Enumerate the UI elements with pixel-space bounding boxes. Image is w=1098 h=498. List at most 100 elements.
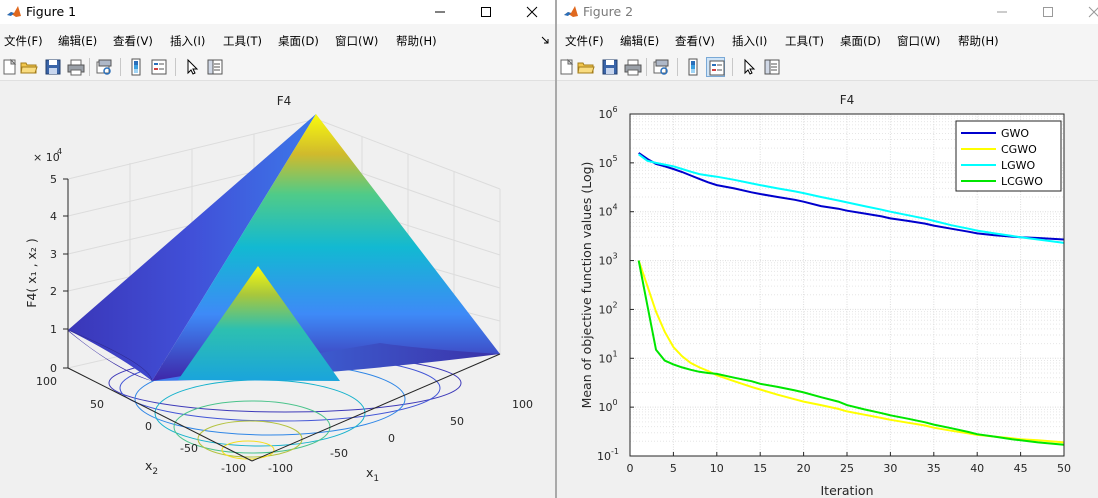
x-tick-label: -100 [268, 462, 293, 475]
menu-desktop[interactable]: 桌面(D) [840, 34, 881, 48]
convergence-plot: 0 5 10 15 20 25 30 35 40 45 50 10-1 100 101 102 103 104 1… [557, 81, 1098, 498]
axes-box [67, 179, 501, 462]
colorbar-button[interactable] [126, 57, 145, 77]
menu-tools[interactable]: 工具(T) [785, 34, 824, 48]
print-preview-icon [653, 59, 669, 75]
matlab-logo-icon [6, 4, 22, 20]
property-editor-button[interactable] [205, 57, 224, 77]
close-button[interactable] [509, 0, 555, 24]
x-tick-label: 0 [388, 432, 395, 445]
menu-insert[interactable]: 插入(I) [732, 34, 768, 48]
maximize-icon [1043, 7, 1053, 17]
print-preview-button[interactable] [651, 57, 670, 77]
legend-label: LCGWO [1001, 175, 1043, 188]
series-line-gwo [638, 152, 1065, 241]
dock-arrow-icon[interactable] [541, 36, 549, 44]
minimize-button[interactable] [417, 0, 463, 24]
colorbar-button[interactable] [683, 57, 702, 77]
y-tick-label: -50 [180, 442, 198, 455]
menu-window[interactable]: 窗口(W) [335, 34, 379, 48]
toolbar-separator [89, 58, 90, 76]
minimize-button[interactable] [979, 0, 1025, 24]
menu-window[interactable]: 窗口(W) [897, 34, 941, 48]
toolbar [0, 54, 555, 81]
property-editor-icon [764, 59, 780, 75]
menu-edit[interactable]: 编辑(E) [58, 34, 98, 48]
menu-edit[interactable]: 编辑(E) [620, 34, 660, 48]
close-button[interactable] [1071, 0, 1098, 24]
print-preview-icon [96, 59, 112, 75]
menu-view[interactable]: 查看(V) [113, 34, 153, 48]
toolbar-separator [175, 58, 176, 76]
open-file-icon [20, 62, 38, 74]
figure-1-window: Figure 1 文件(F) 编辑(E) 查看(V) 插入(I) 工具(T) 桌… [0, 0, 555, 498]
property-editor-button[interactable] [762, 57, 781, 77]
y-tick-label: -100 [221, 462, 246, 475]
matlab-logo-icon [563, 4, 579, 20]
y-tick-label: 0 [145, 420, 152, 433]
x-tick-label: 30 [883, 462, 897, 475]
series-line-lcgwo [637, 260, 1065, 446]
menu-help[interactable]: 帮助(H) [396, 34, 437, 48]
legend-button[interactable] [706, 57, 725, 77]
menu-help[interactable]: 帮助(H) [958, 34, 999, 48]
close-icon [1088, 6, 1098, 18]
menu-file[interactable]: 文件(F) [565, 34, 604, 48]
x-tick-label: 40 [970, 462, 984, 475]
y-tick-label: 104 [598, 203, 617, 219]
maximize-icon [481, 7, 491, 17]
z-exponent-label: × 10 [33, 151, 60, 164]
y-tick-label: 102 [598, 300, 617, 316]
z-tick-label: 1 [50, 323, 57, 336]
colorbar-icon [688, 58, 698, 76]
x-tick-label: 100 [512, 398, 533, 411]
select-arrow-button[interactable] [182, 57, 201, 77]
menubar: 文件(F) 编辑(E) 查看(V) 插入(I) 工具(T) 桌面(D) 窗口(W… [557, 24, 1098, 54]
open-file-button[interactable] [576, 57, 595, 77]
menu-view[interactable]: 查看(V) [675, 34, 715, 48]
legend-label: LGWO [1001, 159, 1036, 172]
print-preview-button[interactable] [94, 57, 113, 77]
y-tick-label: 10-1 [597, 447, 619, 463]
save-icon [45, 59, 61, 75]
print-icon [67, 59, 85, 76]
z-tick-marks [63, 178, 68, 369]
new-figure-button[interactable] [0, 57, 19, 77]
y-tick-label: 50 [90, 398, 104, 411]
z-axis-label: F4( x₁ , x₂ ) [24, 238, 39, 308]
maximize-button[interactable] [1025, 0, 1071, 24]
y-tick-label: 105 [598, 154, 617, 170]
x-tick-label: 45 [1014, 462, 1028, 475]
toolbar-separator [732, 58, 733, 76]
maximize-button[interactable] [463, 0, 509, 24]
z-tick-label: 4 [50, 210, 57, 223]
print-button[interactable] [66, 57, 85, 77]
save-button[interactable] [43, 57, 62, 77]
x-tick-label: 20 [797, 462, 811, 475]
surface-plot: 5 4 3 2 1 0 × 10 4 100 50 0 -50 -100 -10… [0, 81, 555, 498]
menu-tools[interactable]: 工具(T) [223, 34, 262, 48]
x-tick-label: 10 [710, 462, 724, 475]
property-editor-icon [207, 59, 223, 75]
series-line-lgwo [638, 153, 1065, 244]
save-icon [602, 59, 618, 75]
legend-label: CGWO [1001, 143, 1037, 156]
new-figure-button[interactable] [557, 57, 576, 77]
select-arrow-button[interactable] [739, 57, 758, 77]
save-button[interactable] [600, 57, 619, 77]
toolbar-separator [120, 58, 121, 76]
x-tick-label: -50 [330, 447, 348, 460]
window-title: Figure 2 [583, 4, 634, 19]
menu-file[interactable]: 文件(F) [4, 34, 43, 48]
open-file-button[interactable] [19, 57, 38, 77]
y-tick-label: 106 [598, 105, 617, 121]
x-tick-label: 50 [450, 415, 464, 428]
legend-button[interactable] [149, 57, 168, 77]
window-divider [555, 0, 557, 498]
toolbar-separator [677, 58, 678, 76]
plot-title: F4 [277, 94, 292, 108]
print-button[interactable] [623, 57, 642, 77]
menu-insert[interactable]: 插入(I) [170, 34, 206, 48]
menu-desktop[interactable]: 桌面(D) [278, 34, 319, 48]
legend-icon [709, 60, 725, 76]
